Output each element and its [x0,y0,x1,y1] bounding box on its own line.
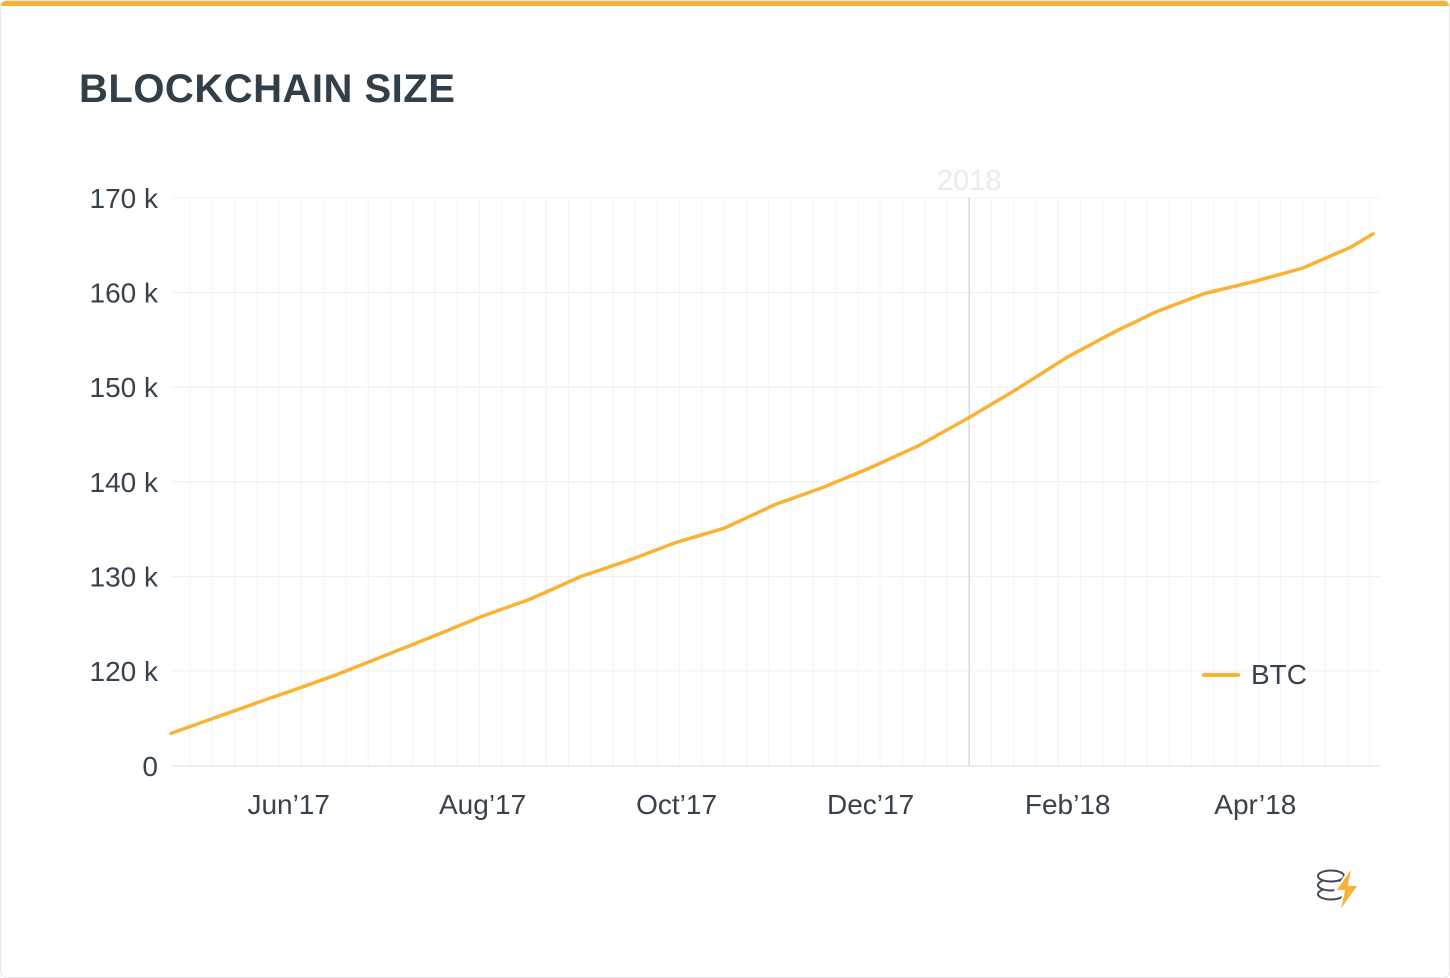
coin-stack-lightning-logo [1313,863,1365,915]
year-divider-label: 2018 [937,165,1002,197]
legend-line-icon [1202,673,1240,677]
x-tick-label: Aug’17 [439,789,526,820]
page-title: BLOCKCHAIN SIZE [79,67,456,111]
y-tick-label: 130 k [90,561,159,592]
x-tick-label: Jun’17 [247,789,330,820]
logo-svg [1317,864,1360,914]
y-tick-label: 160 k [90,278,159,309]
x-tick-label: Oct’17 [636,789,717,820]
lightning-bolt-icon [1334,864,1360,914]
y-tick-label: 0 [142,751,158,782]
y-tick-label: 120 k [90,656,159,687]
btc-line [169,232,1375,736]
top-accent-bar [1,1,1449,6]
y-tick-label: 170 k [90,183,159,214]
legend-btc[interactable]: BTC [1202,659,1307,691]
x-tick-label: Dec’17 [827,789,914,820]
x-tick-label: Apr’18 [1214,789,1296,820]
x-tick-label: Feb’18 [1025,789,1111,820]
y-tick-label: 140 k [90,467,159,498]
legend-label-btc: BTC [1251,659,1307,690]
y-tick-label: 150 k [90,372,159,403]
